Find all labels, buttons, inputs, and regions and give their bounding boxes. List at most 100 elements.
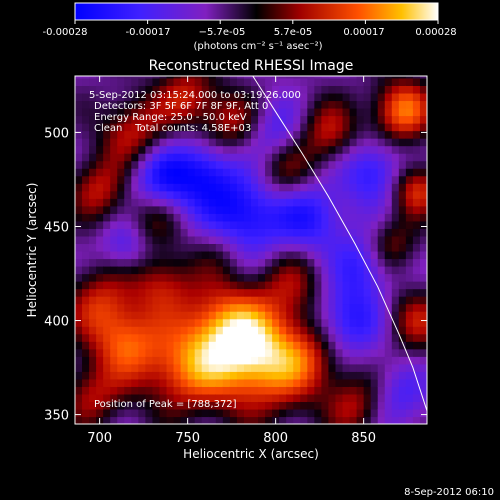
heatmap-cell — [293, 393, 301, 403]
heatmap-cell — [75, 258, 83, 267]
heatmap-cells — [75, 76, 427, 424]
heatmap-cell — [117, 77, 125, 86]
heatmap-cell — [180, 123, 189, 132]
heatmap-cell — [208, 348, 217, 357]
heatmap-cell — [187, 265, 196, 275]
heatmap-cell — [300, 326, 308, 335]
heatmap-cell — [201, 265, 210, 275]
heatmap-cell — [222, 92, 231, 102]
heatmap-cell — [131, 205, 139, 214]
heatmap-cell — [391, 273, 400, 282]
heatmap-cell — [356, 190, 365, 199]
heatmap-cell — [89, 311, 97, 320]
heatmap-cell — [377, 153, 386, 162]
heatmap-cell — [75, 265, 83, 275]
heatmap-cell — [229, 296, 238, 305]
heatmap-cell — [138, 273, 146, 282]
heatmap-cell — [82, 138, 90, 147]
heatmap-cell — [131, 393, 139, 403]
heatmap-cell — [363, 273, 372, 282]
heatmap-cell — [391, 258, 400, 267]
heatmap-cell — [293, 356, 301, 365]
heatmap-cell — [145, 107, 154, 117]
heatmap-cell — [180, 265, 189, 275]
heatmap-cell — [384, 213, 393, 222]
heatmap-cell — [342, 85, 351, 94]
heatmap-cell — [258, 386, 266, 395]
heatmap-cell — [180, 145, 189, 154]
heatmap-cell — [166, 220, 175, 229]
heatmap-cell — [117, 258, 125, 267]
heatmap-cell — [194, 198, 203, 207]
heatmap-cell — [124, 92, 132, 102]
heatmap-cell — [180, 356, 189, 365]
heatmap-cell — [363, 281, 372, 290]
heatmap-cell — [96, 92, 104, 102]
heatmap-cell — [117, 107, 125, 117]
heatmap-cell — [89, 265, 97, 275]
heatmap-cell — [300, 123, 308, 132]
heatmap-cell — [342, 273, 351, 282]
heatmap-cell — [138, 378, 146, 387]
heatmap-cell — [180, 85, 189, 94]
heatmap-cell — [180, 363, 189, 372]
heatmap-cell — [145, 363, 154, 372]
heatmap-cell — [222, 416, 231, 424]
heatmap-cell — [307, 416, 315, 424]
heatmap-cell — [300, 281, 308, 290]
heatmap-cell — [258, 175, 266, 184]
heatmap-cell — [286, 378, 294, 387]
heatmap-cell — [412, 228, 421, 237]
heatmap-cell — [314, 296, 322, 305]
heatmap-cell — [166, 333, 175, 342]
heatmap-cell — [251, 145, 259, 154]
heatmap-cell — [251, 303, 259, 312]
heatmap-cell — [208, 130, 217, 139]
heatmap-cell — [75, 123, 83, 132]
heatmap-cell — [307, 378, 315, 387]
heatmap-cell — [412, 183, 421, 192]
heatmap-cell — [286, 220, 294, 229]
heatmap-cell — [208, 168, 217, 177]
heatmap-cell — [236, 348, 245, 357]
heatmap-cell — [82, 326, 90, 335]
heatmap-cell — [363, 175, 372, 184]
heatmap-cell — [187, 401, 196, 410]
heatmap-cell — [405, 138, 414, 147]
heatmap-cell — [166, 326, 175, 335]
heatmap-cell — [405, 288, 414, 297]
heatmap-cell — [166, 416, 175, 424]
heatmap-cell — [131, 318, 139, 327]
heatmap-cell — [131, 145, 139, 154]
heatmap-cell — [377, 326, 386, 335]
heatmap-cell — [265, 333, 273, 342]
heatmap-cell — [187, 205, 196, 214]
heatmap-cell — [159, 386, 168, 395]
heatmap-cell — [110, 363, 118, 372]
heatmap-cell — [173, 401, 182, 410]
heatmap-cell — [103, 153, 111, 162]
heatmap-cell — [173, 258, 182, 267]
heatmap-cell — [236, 311, 245, 320]
heatmap-cell — [314, 363, 322, 372]
heatmap-cell — [173, 107, 182, 117]
heatmap-cell — [187, 356, 196, 365]
heatmap-cell — [335, 356, 344, 365]
heatmap-cell — [243, 220, 252, 229]
heatmap-cell — [300, 378, 308, 387]
heatmap-cell — [293, 76, 301, 79]
heatmap-cell — [279, 213, 287, 222]
heatmap-cell — [300, 288, 308, 297]
heatmap-cell — [222, 250, 231, 260]
heatmap-cell — [159, 371, 168, 380]
heatmap-cell — [279, 363, 287, 372]
heatmap-cell — [131, 235, 139, 245]
heatmap-cell — [201, 326, 210, 335]
heatmap-cell — [194, 220, 203, 229]
heatmap-cell — [293, 190, 301, 199]
heatmap-cell — [265, 160, 273, 169]
heatmap-cell — [110, 318, 118, 327]
heatmap-cell — [145, 220, 154, 229]
heatmap-cell — [363, 386, 372, 395]
heatmap-cell — [293, 130, 301, 139]
